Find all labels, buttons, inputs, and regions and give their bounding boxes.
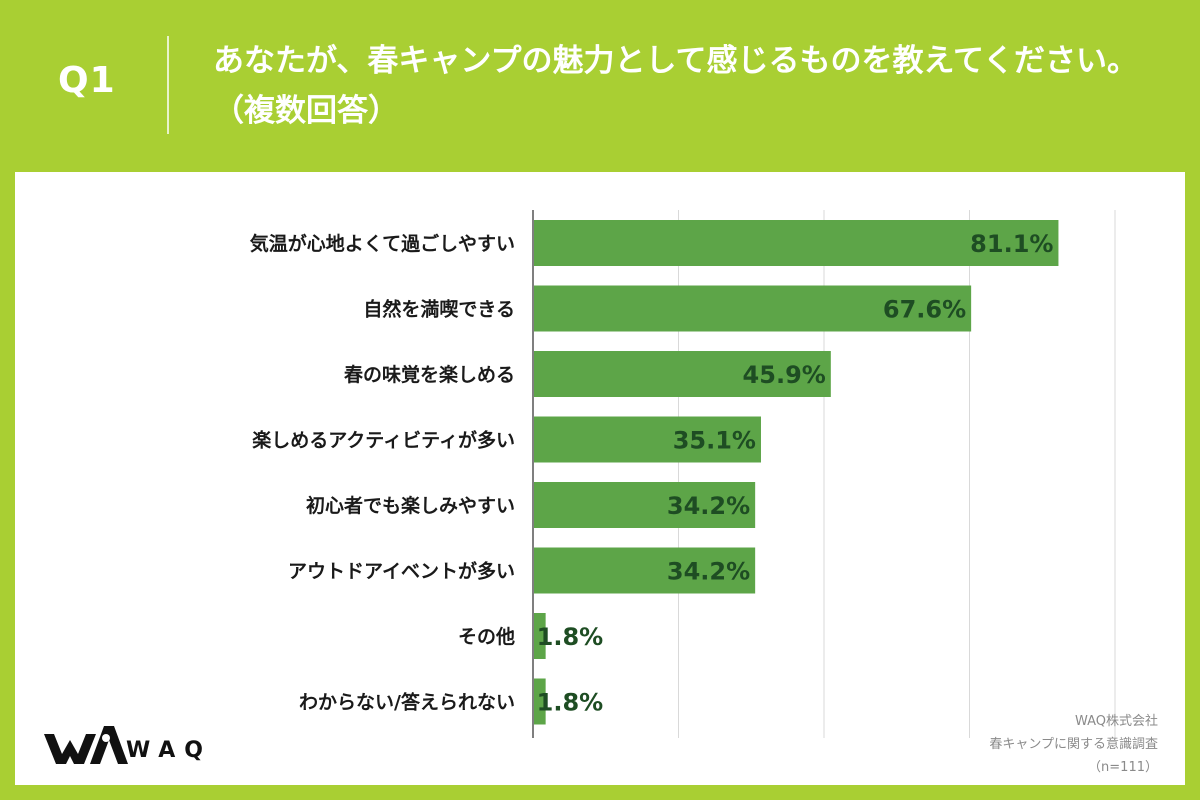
bar: [534, 351, 831, 397]
bar: [534, 547, 756, 594]
chart-panel: 気温が心地よくて過ごしやすい 81.1% 自然を満喫できる 67.6% 春の味覚を楽しめ…: [15, 172, 1185, 785]
value-label: 1.8%: [537, 689, 604, 717]
value-label: 67.6%: [883, 296, 966, 324]
bar: [534, 613, 546, 659]
question-text: あなたが、春キャンプの魅力として感じるものを教えてください。（複数回答）: [213, 43, 1139, 129]
credit-sample: （n=111）: [1088, 760, 1158, 775]
category-label: 自然を満喫できる: [363, 298, 515, 321]
logo-text: WAQ: [126, 738, 213, 763]
category-label: わからない/答えられない: [299, 691, 515, 714]
header-divider: [167, 36, 169, 134]
category-label: 気温が心地よくて過ごしやすい: [250, 232, 515, 255]
question-header: Q1 あなたが、春キャンプの魅力として感じるものを教えてください。（複数回答）: [0, 0, 1200, 170]
category-label: 春の味覚を楽しめる: [344, 363, 515, 386]
bar: [534, 285, 972, 332]
category-label: アウトドアイベントが多い: [288, 560, 515, 583]
bar: [534, 482, 756, 528]
value-label: 35.1%: [673, 427, 756, 455]
bar: [534, 416, 761, 463]
bar: [534, 678, 546, 725]
category-label: 初心者でも楽しみやすい: [306, 494, 515, 517]
credit-survey: 春キャンプに関する意識調査: [989, 737, 1158, 752]
credit-company: WAQ株式会社: [1074, 714, 1158, 729]
value-label: 1.8%: [537, 623, 604, 651]
value-label: 34.2%: [667, 558, 750, 586]
question-number: Q1: [58, 60, 116, 101]
waq-logo-icon: [44, 726, 128, 764]
credit-block: WAQ株式会社 春キャンプに関する意識調査 （n=111）: [989, 710, 1158, 779]
bar: [534, 220, 1059, 266]
value-label: 45.9%: [743, 361, 826, 389]
category-label: その他: [458, 625, 515, 648]
bar-chart: 気温が心地よくて過ごしやすい 81.1% 自然を満喫できる 67.6% 春の味覚を楽しめ…: [250, 210, 1116, 738]
value-label: 34.2%: [667, 492, 750, 520]
category-label: 楽しめるアクティビティが多い: [252, 429, 515, 452]
value-label: 81.1%: [970, 230, 1053, 258]
